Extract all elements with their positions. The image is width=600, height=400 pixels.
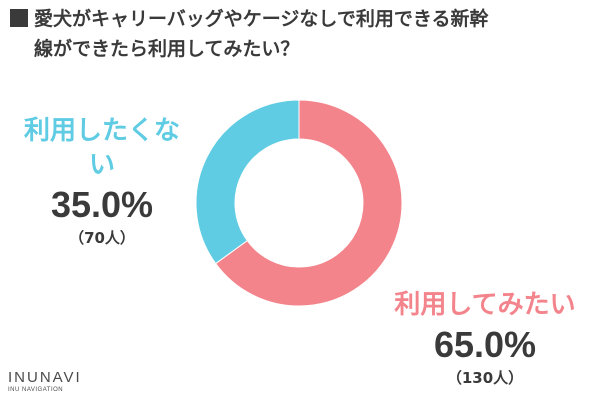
title-line-1: 愛犬がキャリーバッグやケージなしで利用できる新幹 — [34, 8, 489, 30]
slice-count-no: （70人） — [69, 229, 135, 247]
slice-name-no: 利用したくない — [23, 116, 180, 180]
chart-title: 愛犬がキャリーバッグやケージなしで利用できる新幹 線ができたら利用してみたい？ — [10, 4, 590, 64]
slice-yes — [214, 99, 403, 307]
title-line-2: 線ができたら利用してみたい？ — [34, 38, 300, 60]
slice-percent-yes: 65.0% — [433, 324, 537, 365]
slice-name-yes: 利用してみたい — [394, 290, 576, 320]
slice-percent-no: 35.0% — [50, 184, 154, 225]
slice-label-no: 利用したくない 35.0% （70人） — [14, 114, 190, 248]
slice-no — [195, 99, 300, 265]
slice-label-yes: 利用してみたい 65.0% （130人） — [378, 288, 592, 388]
slice-count-yes: （130人） — [446, 369, 524, 387]
title-square-icon — [10, 9, 28, 27]
inunavi-logo: INUNAVI INU NAVIGATION — [8, 370, 82, 394]
logo-main-text: INUNAVI — [8, 369, 82, 386]
logo-sub-text: INU NAVIGATION — [8, 387, 64, 393]
